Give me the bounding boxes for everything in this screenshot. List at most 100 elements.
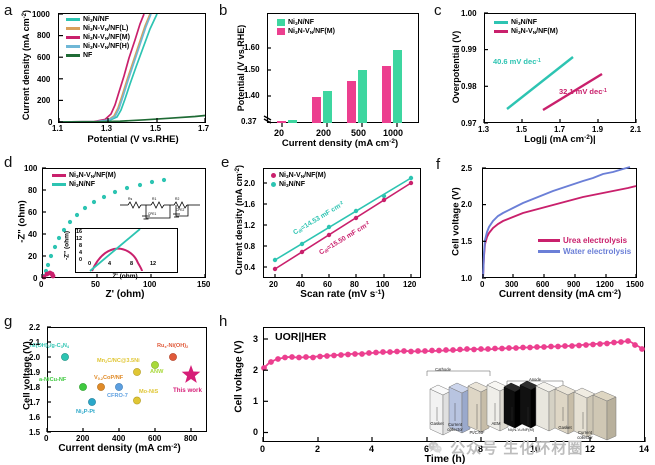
panel-g-plot-area: [47, 327, 207, 432]
legend-swatch: [494, 21, 508, 24]
panel-b-xaxis-title: Current density (mA cm-2): [281, 138, 399, 149]
panel-e-ytick: 1.2: [244, 221, 256, 230]
panel-d-ytick: 100: [24, 164, 38, 173]
cell-diagram-inset: Cathode Anode Gasket Current collector P…: [426, 367, 617, 441]
circuit-label-r2: R2: [175, 197, 179, 201]
panel-h-xtick: 0: [260, 444, 266, 454]
panel-g-xaxis-title: Current density (mA cm-2): [58, 442, 181, 454]
panel-g-xtick: 0: [44, 434, 49, 443]
inset-ytick: 0: [79, 257, 83, 263]
panel-a-curves: [58, 13, 206, 123]
inset-label-anode: Anode: [529, 377, 542, 382]
legend-swatch: [66, 27, 80, 30]
panel-d-xtick: 100: [143, 280, 157, 289]
panel-c-label: c: [434, 2, 442, 19]
panel-e-xtick: 100: [376, 280, 390, 289]
panel-b-ytick: 1.40: [244, 91, 260, 100]
circuit-label-cpe2: CPE2: [176, 208, 185, 212]
panel-a-ytick: 1000: [32, 10, 50, 19]
panel-b-xtick: 200: [316, 128, 332, 138]
inset-xtick: 4: [108, 261, 112, 267]
panel-g-this-work-label: This work: [173, 387, 202, 394]
inset-xtick: 8: [130, 261, 134, 267]
legend-item: Ni3N/NF: [277, 19, 335, 27]
panel-g-label: g: [4, 313, 13, 330]
legend-swatch: [271, 182, 276, 187]
panel-h-xtick: 4: [369, 444, 375, 454]
panel-a-xtick: 1.1: [52, 124, 64, 133]
panel-h-ytick: 1: [253, 396, 259, 406]
panel-h-ytick: 3: [253, 334, 259, 344]
panel-h-xtick: 12: [585, 444, 596, 454]
panel-d-inset-xaxis-title: Z' (ohm): [112, 273, 138, 280]
legend-swatch: [66, 18, 80, 21]
panel-g-ytick: 2.1: [29, 338, 41, 347]
inset-label-current-collector-2b: collector: [577, 435, 593, 440]
panel-d-xaxis-title: Z' (ohm): [105, 289, 145, 300]
inset-label-current-collector-2: Current: [578, 430, 593, 435]
panel-e-cdl: [263, 175, 414, 278]
watermark: 公众号 生化环材圈: [428, 437, 583, 458]
panel-b-ytick: 1.50: [244, 65, 260, 74]
legend-item: NF: [66, 52, 130, 59]
panel-c-tafel: [483, 12, 637, 124]
panel-b-legend: Ni3N/NF Ni3N-VN/NF(M): [277, 19, 335, 37]
panel-h-ytick: 0: [253, 427, 259, 437]
panel-c-legend: Ni3N/NF Ni3N-VN/NF(M): [494, 19, 558, 37]
panel-h-stability: Cathode Anode Gasket Current collector P…: [261, 338, 646, 442]
inset-ytick: 16: [76, 229, 83, 235]
panel-g-ytick: 1.8: [29, 383, 41, 392]
panel-b-yaxis-title: Potential (V vs.RHE): [236, 24, 246, 112]
panel-g-xtick: 200: [76, 434, 90, 443]
legend-swatch: [66, 36, 80, 39]
legend-label: NF: [83, 52, 93, 59]
panel-e-legend: Ni3N-VN/NF(M) Ni3N/NF: [271, 172, 326, 190]
circuit-diagram: Rs R1 R2 CPE1 CPE2: [120, 197, 200, 220]
legend-swatch: [271, 173, 276, 178]
panel-c-xtick: 2.1: [630, 125, 642, 134]
panel-b-xtick: 20: [274, 128, 285, 138]
panel-g-ytick: 1.7: [29, 398, 41, 407]
inset-ytick: 12: [76, 236, 83, 242]
circuit-label-r1: R1: [152, 197, 156, 201]
inset-xtick: 0: [88, 261, 92, 267]
panel-f-legend: Urea electrolysis Water electrolysis: [538, 236, 631, 258]
panel-a-ytick: 600: [37, 53, 51, 62]
panel-g-point-label: Mo-NiS: [139, 389, 159, 395]
inset-xtick: 12: [150, 261, 157, 267]
panel-f-label: f: [436, 156, 441, 173]
panel-g-point-label: V0.2CoP/NF: [94, 375, 124, 381]
panel-c-ytick: 1.00: [461, 9, 477, 18]
panel-e-xtick: 60: [323, 280, 332, 289]
inset-ytick: 4: [79, 250, 83, 256]
panel-g-point-label: Rux-Ni(OH)2: [157, 343, 189, 349]
panel-f-xaxis-title: Current density (mA cm-2): [498, 288, 622, 300]
panel-d-nyquist: [41, 167, 206, 280]
panel-e-xtick: 20: [269, 280, 278, 289]
panel-a-ytick: 400: [37, 75, 51, 84]
panel-h-xtick: 10: [530, 444, 541, 454]
legend-item: Ni3N/NF: [66, 16, 130, 24]
panel-c-xtick: 1.7: [554, 125, 566, 134]
panel-g-point-label: CFRO-7: [107, 393, 128, 399]
panel-d-ytick: 40: [28, 230, 37, 239]
panel-b-label: b: [219, 2, 228, 19]
panel-e-ytick: 2.0: [244, 179, 256, 188]
panel-c-xaxis-title: Log|j (mA cm-2)|: [524, 134, 596, 145]
legend-item: Ni3N-VN/NF(M): [66, 34, 130, 42]
panel-f-xtick: 900: [567, 280, 581, 289]
panel-e-label: e: [221, 154, 230, 171]
panel-h-title: UOR||HER: [275, 331, 327, 343]
panel-g-ytick: 1.9: [29, 368, 41, 377]
panel-d-ytick: 60: [28, 208, 37, 217]
panel-c-tafel-slope-2: 32.1 mV dec-1: [559, 87, 607, 96]
inset-label-current-collector-1: Current: [448, 422, 463, 427]
panel-e-ytick: 0.4: [244, 263, 256, 272]
legend-item: Ni3N-VN/NF(M): [494, 28, 558, 36]
panel-g-xtick: 400: [112, 434, 126, 443]
inset-curves: [89, 228, 143, 272]
panel-g-point-label: ANW: [150, 369, 164, 375]
panel-f-xtick: 1500: [626, 280, 644, 289]
panel-c-tafel-slope-1: 40.6 mV dec-1: [493, 57, 541, 66]
